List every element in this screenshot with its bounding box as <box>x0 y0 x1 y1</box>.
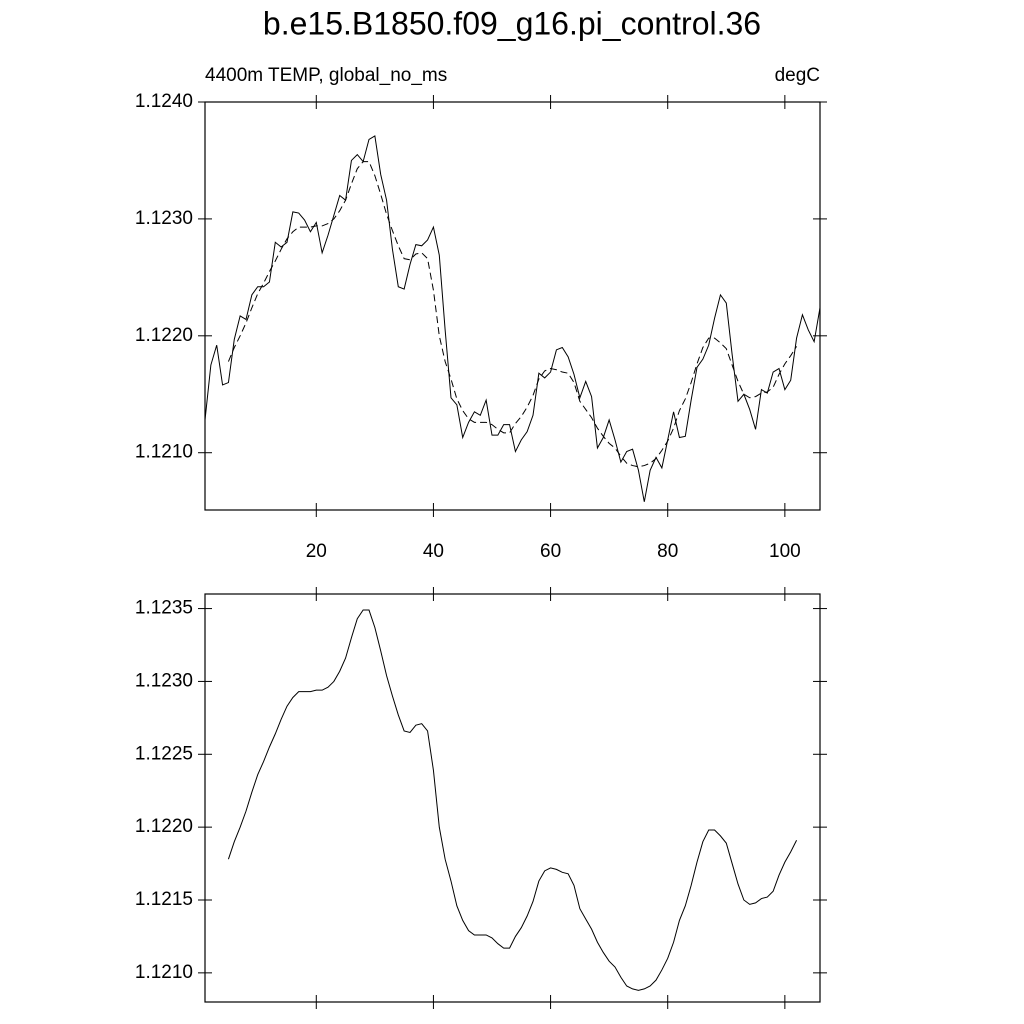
chart-title: b.e15.B1850.f09_g16.pi_control.36 <box>263 5 761 41</box>
y-tick-label: 1.1240 <box>135 91 193 112</box>
series-line <box>227 609 798 991</box>
subtitle-left: 4400m TEMP, global_no_ms <box>205 65 447 86</box>
x-tick-label: 40 <box>423 541 444 562</box>
plot-frame <box>204 593 821 1003</box>
y-tick-label: 1.1230 <box>135 670 193 691</box>
y-tick-label: 1.1235 <box>135 598 193 619</box>
y-tick-label: 1.1210 <box>135 442 193 463</box>
y-tick-label: 1.1220 <box>135 816 193 837</box>
x-tick-label: 80 <box>657 541 678 562</box>
y-tick-label: 1.1225 <box>135 743 193 764</box>
y-tick-label: 1.1220 <box>135 325 193 346</box>
series-line <box>204 135 821 502</box>
subtitle-right: degC <box>775 65 820 86</box>
x-tick-label: 60 <box>540 541 561 562</box>
x-tick-label: 20 <box>306 541 327 562</box>
plot-frame <box>204 101 821 511</box>
y-tick-label: 1.1230 <box>135 208 193 229</box>
x-tick-label: 100 <box>769 541 801 562</box>
y-tick-label: 1.1215 <box>135 889 193 910</box>
series-line <box>227 161 797 468</box>
y-tick-label: 1.1210 <box>135 962 193 983</box>
